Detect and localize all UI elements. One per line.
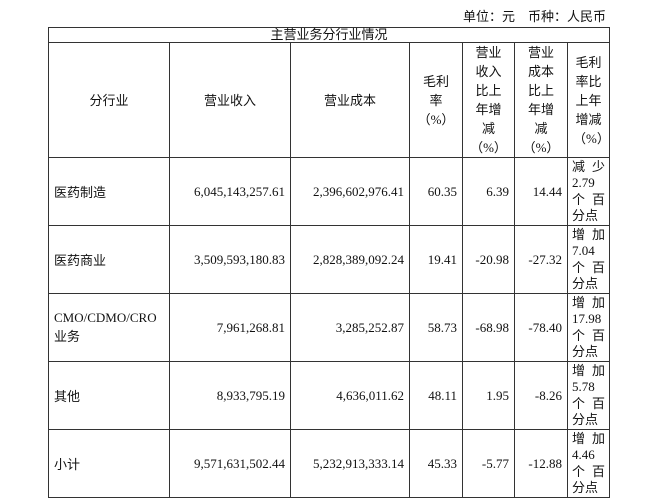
industry-segment-table: 主营业务分行业情况 分行业 营业收入 营业成本 毛利率（%） 营业 收入 比上 年增减（%）营… — [47, 27, 611, 498]
cell-cost-change: -12.88 — [514, 429, 568, 498]
cell-cost-change: -27.32 — [514, 225, 568, 294]
cell-margin-change: 增加 5.78 个百分点 — [566, 361, 611, 430]
cell-rev-change: 1.95 — [462, 361, 515, 430]
table-row: 医药商业 3,509,593,180.83 2,828,389,092.24 19.4… — [48, 225, 611, 294]
cell-revenue: 8,933,795.19 — [169, 361, 291, 430]
column-header-revenue: 营业收入 — [169, 42, 291, 158]
cell-margin: 19.41 — [409, 225, 463, 294]
table-row: CMO/CDMO/CRO业务 7,961,268.81 3,285,252.87 58… — [48, 293, 611, 362]
cell-rev-change: -5.77 — [462, 429, 515, 498]
table-row: 小计 9,571,631,502.44 5,232,913,333.14 45.33-… — [48, 429, 611, 498]
column-header-cost: 营业成本 — [290, 42, 410, 158]
cell-margin-change: 减少 2.79 个百分点 — [566, 157, 611, 226]
cell-cost-change: -78.40 — [514, 293, 568, 362]
column-header-cost-change: 营业 成本 比上 年增减（%） — [514, 42, 568, 158]
cell-revenue: 9,571,631,502.44 — [169, 429, 291, 498]
cell-industry: 其他 — [48, 361, 170, 430]
cell-margin-change: 增加 7.04 个百分点 — [566, 225, 611, 294]
table-title: 主营业务分行业情况 — [47, 27, 611, 43]
cell-cost: 3,285,252.87 — [290, 293, 410, 362]
cell-cost-change: -8.26 — [514, 361, 568, 430]
cell-margin: 60.35 — [409, 157, 463, 226]
cell-cost-change: 14.44 — [514, 157, 568, 226]
cell-revenue: 6,045,143,257.61 — [169, 157, 291, 226]
cell-rev-change: -20.98 — [462, 225, 515, 294]
cell-revenue: 7,961,268.81 — [169, 293, 291, 362]
cell-industry: 医药制造 — [48, 157, 170, 226]
table-row: 其他 8,933,795.19 4,636,011.62 48.11 1.95 -8.26… — [48, 361, 611, 430]
cell-margin-change: 增加 4.46 个百分点 — [566, 429, 611, 498]
cell-industry: 小计 — [48, 429, 170, 498]
cell-industry: CMO/CDMO/CRO业务 — [48, 293, 170, 362]
cell-margin: 48.11 — [409, 361, 463, 430]
cell-cost: 2,396,602,976.41 — [290, 157, 410, 226]
cell-rev-change: -68.98 — [462, 293, 515, 362]
column-header-revenue-change: 营业 收入 比上 年增减（%） — [462, 42, 515, 158]
cell-cost: 2,828,389,092.24 — [290, 225, 410, 294]
cell-cost: 4,636,011.62 — [290, 361, 410, 430]
currency-unit-label: 单位：元 币种：人民币 — [462, 9, 606, 24]
cell-revenue: 3,509,593,180.83 — [169, 225, 291, 294]
cell-rev-change: 6.39 — [462, 157, 515, 226]
column-header-gross-margin: 毛利率（%） — [409, 42, 463, 158]
cell-industry: 医药商业 — [48, 225, 170, 294]
table-row: 医药制造 6,045,143,257.61 2,396,602,976.41 60.3… — [48, 157, 611, 226]
header-row: 分行业 营业收入 营业成本 毛利率（%） 营业 收入 比上 年增减（%） 营业 成本 比上 年增减（%… — [48, 42, 611, 158]
column-header-margin-change: 毛利 率比 上年 增减 （%） — [566, 42, 611, 158]
cell-margin-change: 增加 17.98 个百分点 — [566, 293, 611, 362]
cell-margin: 45.33 — [409, 429, 463, 498]
cell-margin: 58.73 — [409, 293, 463, 362]
cell-cost: 5,232,913,333.14 — [290, 429, 410, 498]
column-header-industry: 分行业 — [48, 42, 170, 158]
